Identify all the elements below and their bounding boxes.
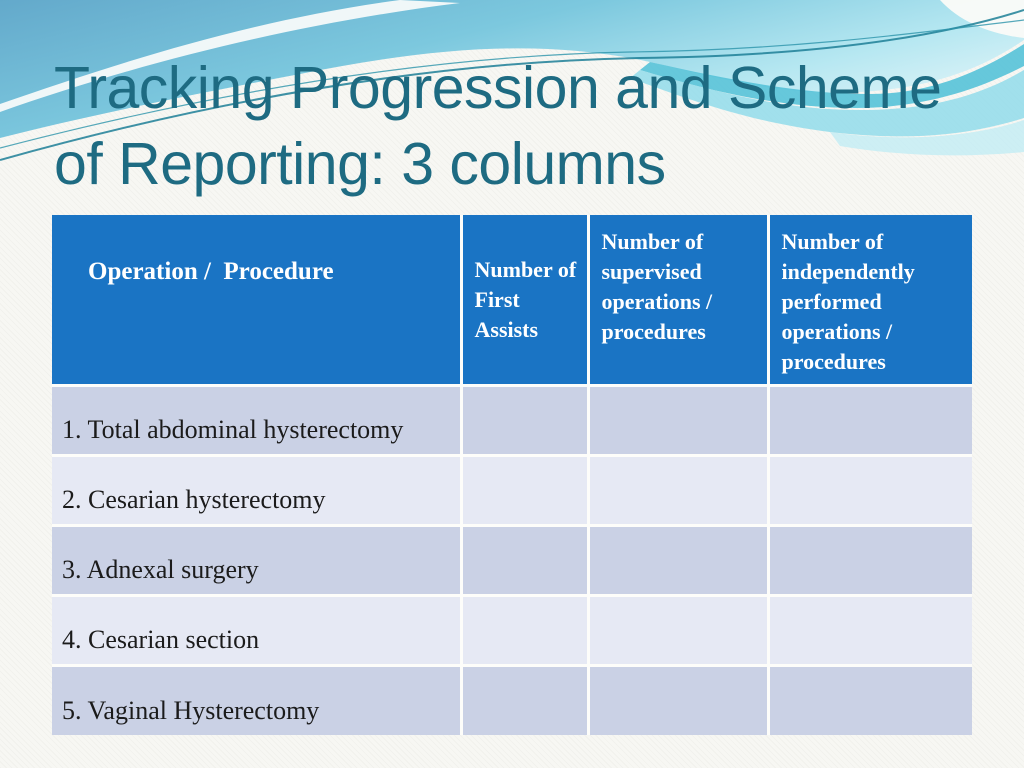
cell-procedure: 1. Total abdominal hysterectomy <box>52 383 463 457</box>
cell-supervised <box>586 383 770 457</box>
cell-procedure: 4. Cesarian section <box>52 593 463 667</box>
table-row: 4. Cesarian section <box>52 593 972 667</box>
table-row: 1. Total abdominal hysterectomy <box>52 383 972 457</box>
cell-supervised <box>586 593 770 667</box>
cell-first-assists <box>459 593 590 667</box>
cell-independent <box>766 663 972 735</box>
slide-title-line-2: of Reporting: 3 columns <box>54 131 666 198</box>
cell-supervised <box>586 663 770 735</box>
column-header-independent: Number of independently performed operat… <box>766 215 972 387</box>
wave-thin-line-1 <box>0 9 1024 161</box>
slide-title-line-1: Tracking Progression and Scheme <box>54 55 942 121</box>
cell-independent <box>766 453 972 527</box>
wave-light-band <box>630 70 1024 137</box>
cell-first-assists <box>459 523 590 597</box>
cell-supervised <box>586 453 770 527</box>
cell-independent <box>766 593 972 667</box>
wave-decoration <box>0 0 1024 161</box>
table-row: 2. Cesarian hysterectomy <box>52 453 972 527</box>
cell-independent <box>766 523 972 597</box>
cell-independent <box>766 383 972 457</box>
cell-first-assists <box>459 383 590 457</box>
table-row: 3. Adnexal surgery <box>52 523 972 597</box>
slide-title: Tracking Progression and Scheme of Repor… <box>54 50 994 202</box>
wave-corner-wedge <box>940 0 1024 38</box>
wave-teal-band <box>640 44 1024 108</box>
wave-faint-band <box>830 120 1024 156</box>
tracking-table: Operation / Procedure Number of First As… <box>52 215 972 735</box>
cell-supervised <box>586 523 770 597</box>
table-header-row: Operation / Procedure Number of First As… <box>52 215 972 387</box>
cell-procedure: 2. Cesarian hysterectomy <box>52 453 463 527</box>
wave-thin-line-2 <box>0 19 1024 149</box>
cell-first-assists <box>459 663 590 735</box>
table-row: 5. Vaginal Hysterectomy <box>52 663 972 735</box>
cell-procedure: 3. Adnexal surgery <box>52 523 463 597</box>
cell-first-assists <box>459 453 590 527</box>
column-header-operation-procedure: Operation / Procedure <box>52 215 463 387</box>
column-header-supervised: Number of supervised operations / proced… <box>586 215 770 387</box>
cell-procedure: 5. Vaginal Hysterectomy <box>52 663 463 735</box>
column-header-first-assists: Number of First Assists <box>459 215 590 387</box>
